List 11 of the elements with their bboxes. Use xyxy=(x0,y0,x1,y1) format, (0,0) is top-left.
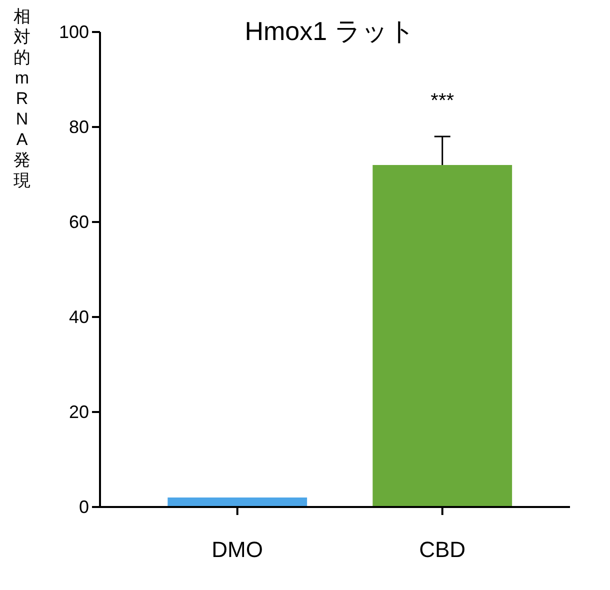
y-axis-title: 相対的mRNA発現 xyxy=(14,7,30,190)
y-tick-label: 20 xyxy=(68,402,89,422)
chart-title: Hmox1 ラット xyxy=(244,16,416,46)
x-tick-label: DMO xyxy=(212,537,264,562)
y-tick-label: 0 xyxy=(78,497,89,517)
x-tick-label: CBD xyxy=(419,537,466,562)
y-tick-label: 60 xyxy=(68,212,89,232)
annotation: *** xyxy=(430,90,454,112)
y-tick-label: 40 xyxy=(68,307,89,327)
y-tick-label: 100 xyxy=(58,22,89,42)
y-tick-label: 80 xyxy=(68,117,89,137)
